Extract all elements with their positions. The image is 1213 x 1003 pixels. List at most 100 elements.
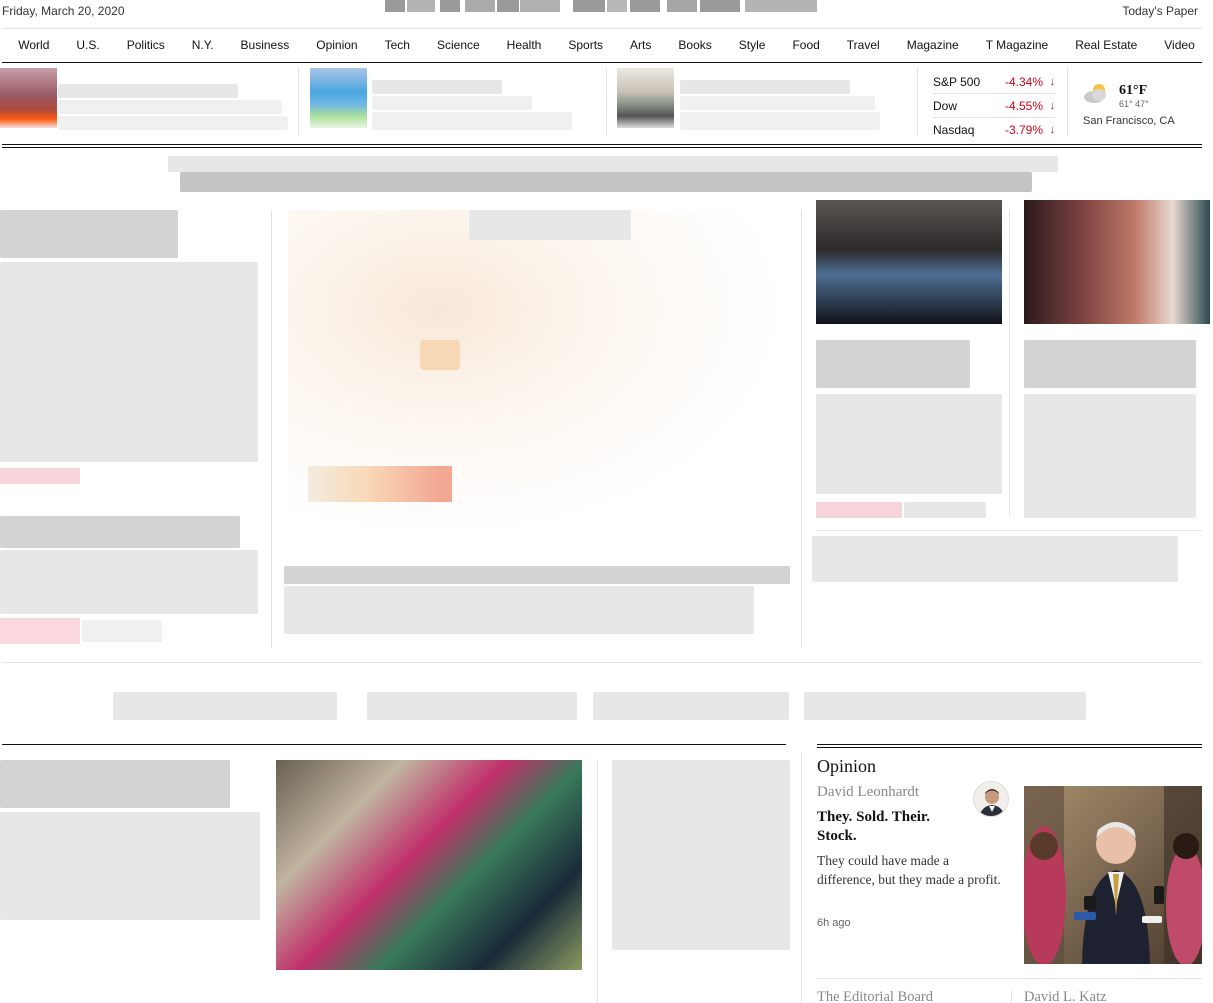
section-top-rule [2,147,1202,148]
map-legend [308,466,452,502]
nav-world[interactable]: World [18,38,50,52]
market-change: -4.55% [1004,98,1043,113]
opinion-author[interactable]: David L. Katz [1024,989,1107,1003]
link-strip-item[interactable] [593,692,789,720]
arrow-down-icon: ↓ [1049,99,1056,112]
nav-us[interactable]: U.S. [76,38,100,52]
lower-story-side[interactable] [612,760,790,950]
opinion-headline[interactable]: They. Sold. Their. Stock. [817,809,930,844]
nav-magazine[interactable]: Magazine [906,38,959,52]
secondary-story-summary [0,550,258,614]
opinion-section-title[interactable]: Opinion [817,756,877,776]
secondary-story-tag-text [82,620,162,642]
column-divider [1011,990,1012,1003]
map-title [469,210,631,240]
briefing-thumbnail[interactable] [0,68,57,128]
briefing-thumbnail[interactable] [310,68,367,128]
nav-ny[interactable]: N.Y. [191,38,214,52]
opinion-divider [817,978,1202,979]
lower-story-summary [0,812,260,920]
link-strip-item[interactable] [367,692,577,720]
column-divider [801,210,802,648]
nav-top-divider [2,28,1202,29]
market-change: -4.34% [1004,74,1043,89]
nav-politics[interactable]: Politics [126,38,165,52]
briefing-headline-line [58,100,282,114]
section-top-rule [2,144,1202,145]
nav-video[interactable]: Video [1164,38,1195,52]
briefing-headline[interactable] [58,84,238,98]
briefing-divider [298,68,299,136]
nav-bottom-divider [2,62,1202,63]
lead-story-headline[interactable] [0,210,178,258]
briefing-headline-line [58,116,288,130]
secondary-story-headline[interactable] [0,516,240,548]
banner-headline-line[interactable] [180,172,1032,192]
opinion-timestamp: 6h ago [817,917,851,929]
opinion-author[interactable]: David Leonhardt [817,784,920,800]
partly-cloudy-icon [1084,84,1106,103]
opinion-summary: They could have made a difference, but t… [817,853,1001,887]
briefing-headline[interactable] [372,80,502,94]
briefing-divider [917,68,918,136]
column-divider [801,752,802,1003]
story-photo[interactable] [816,200,1002,324]
nav-opinion[interactable]: Opinion [316,38,358,52]
secondary-story-tag [0,618,80,644]
market-row-nasdaq[interactable]: Nasdaq -3.79% ↓ [933,118,1055,142]
nav-health[interactable]: Health [506,38,542,52]
lower-story-photo[interactable] [276,760,582,970]
story-divider [816,530,1202,531]
todays-paper-link[interactable]: Today's Paper [1122,4,1198,18]
opinion-top-rule [817,744,1202,745]
briefing-thumbnail[interactable] [617,68,674,128]
arrow-down-icon: ↓ [1049,124,1056,136]
market-change: -3.79% [1004,123,1043,137]
banner-headline[interactable] [168,156,1058,172]
author-avatar [973,781,1009,817]
nav-science[interactable]: Science [436,38,480,52]
section-divider [2,662,1202,663]
nav-sports[interactable]: Sports [568,38,604,52]
story-photo[interactable] [1024,200,1210,324]
briefing-headline[interactable] [680,80,850,94]
markets-widget[interactable]: S&P 500 -4.34% ↓ Dow -4.55% ↓ Nasdaq -3.… [933,70,1055,142]
nav-tech[interactable]: Tech [384,38,410,52]
photo-story-tag [816,502,902,518]
nav-business[interactable]: Business [240,38,290,52]
briefing-headline-line [680,112,880,130]
column-divider [271,210,272,648]
opinion-top-rule [817,747,1202,748]
link-strip-item[interactable] [113,692,337,720]
market-row-sp500[interactable]: S&P 500 -4.34% ↓ [933,70,1055,94]
market-name: Dow [933,98,958,113]
map-hotspot [420,340,460,370]
right-story-headline[interactable] [812,536,1178,582]
lower-story-headline[interactable] [0,760,230,808]
nav-books[interactable]: Books [678,38,712,52]
market-name: S&P 500 [933,74,981,89]
nav-real-estate[interactable]: Real Estate [1075,38,1138,52]
market-row-dow[interactable]: Dow -4.55% ↓ [933,94,1055,118]
opinion-author[interactable]: The Editorial Board [817,989,933,1003]
photo-story-headline[interactable] [1024,340,1196,388]
nyt-logo[interactable] [385,0,817,14]
nav-t-magazine[interactable]: T Magazine [985,38,1049,52]
nav-food[interactable]: Food [792,38,820,52]
briefing-headline-line [372,96,532,110]
map-caption-line [284,586,754,634]
lead-story-tag [0,468,80,484]
nav-travel[interactable]: Travel [846,38,880,52]
link-strip-item[interactable] [804,692,1086,720]
nav-arts[interactable]: Arts [630,38,652,52]
briefing-divider [606,68,607,136]
photo-story-headline[interactable] [816,340,970,388]
opinion-photo[interactable] [1024,786,1202,964]
map-caption[interactable] [284,566,790,584]
avatar-portrait-icon [979,789,1005,816]
lower-section-rule [2,744,786,745]
nav-style[interactable]: Style [738,38,766,52]
column-divider [1009,210,1010,516]
senator-press-photo [1024,786,1202,964]
arrow-down-icon: ↓ [1049,75,1056,88]
